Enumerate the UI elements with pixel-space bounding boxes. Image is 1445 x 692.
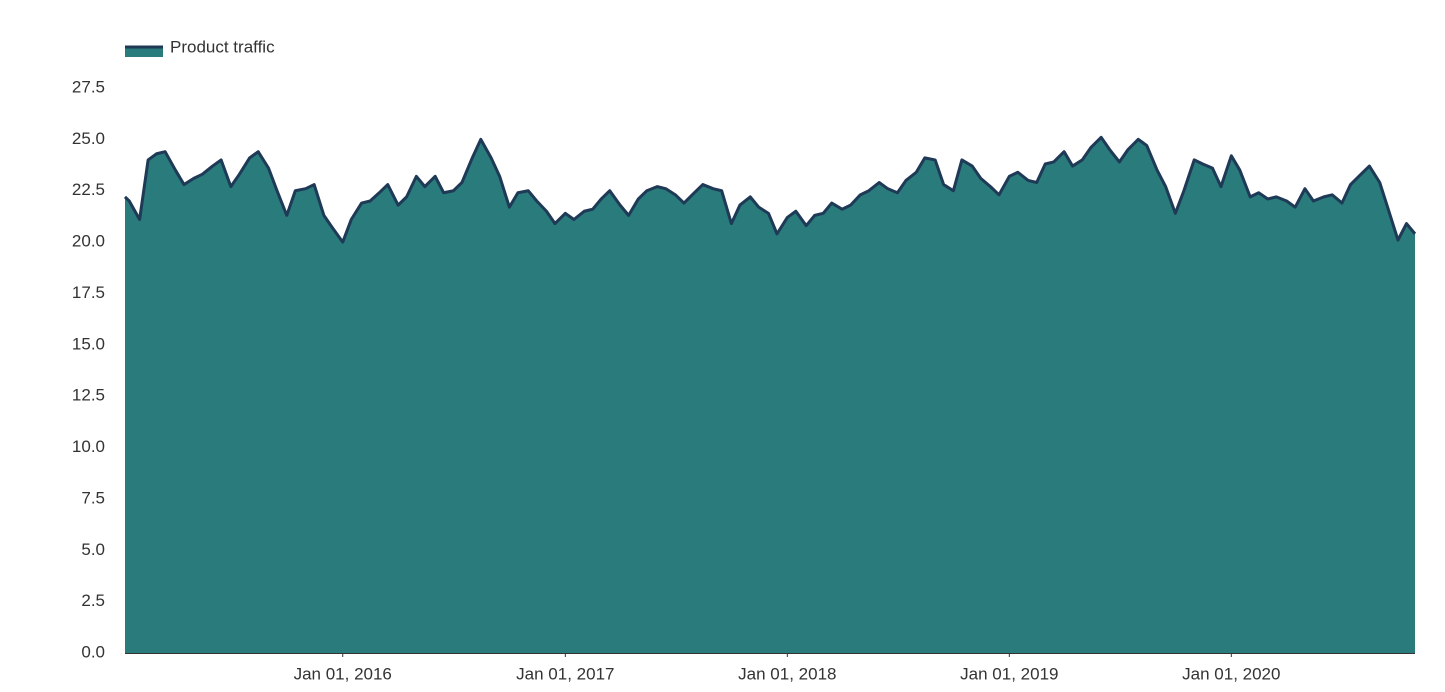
x-tick-label: Jan 01, 2018 (738, 664, 836, 683)
y-tick-label: 20.0 (72, 232, 105, 251)
y-tick-label: 0.0 (81, 642, 105, 661)
x-tick-label: Jan 01, 2019 (960, 664, 1058, 683)
legend-label: Product traffic (170, 37, 275, 56)
legend: Product traffic (125, 37, 275, 57)
y-tick-label: 22.5 (72, 180, 105, 199)
x-tick-label: Jan 01, 2017 (516, 664, 614, 683)
y-tick-label: 17.5 (72, 283, 105, 302)
y-tick-label: 27.5 (72, 77, 105, 96)
area-fill (125, 137, 1415, 653)
y-tick-label: 7.5 (81, 488, 105, 507)
x-tick-label: Jan 01, 2020 (1182, 664, 1280, 683)
area-line (123, 135, 1417, 244)
legend-swatch (125, 46, 163, 57)
y-tick-label: 15.0 (72, 334, 105, 353)
x-tick-label: Jan 01, 2016 (294, 664, 392, 683)
y-tick-label: 5.0 (81, 540, 105, 559)
y-tick-label: 2.5 (81, 591, 105, 610)
y-tick-label: 10.0 (72, 437, 105, 456)
y-tick-label: 12.5 (72, 386, 105, 405)
y-tick-label: 25.0 (72, 129, 105, 148)
